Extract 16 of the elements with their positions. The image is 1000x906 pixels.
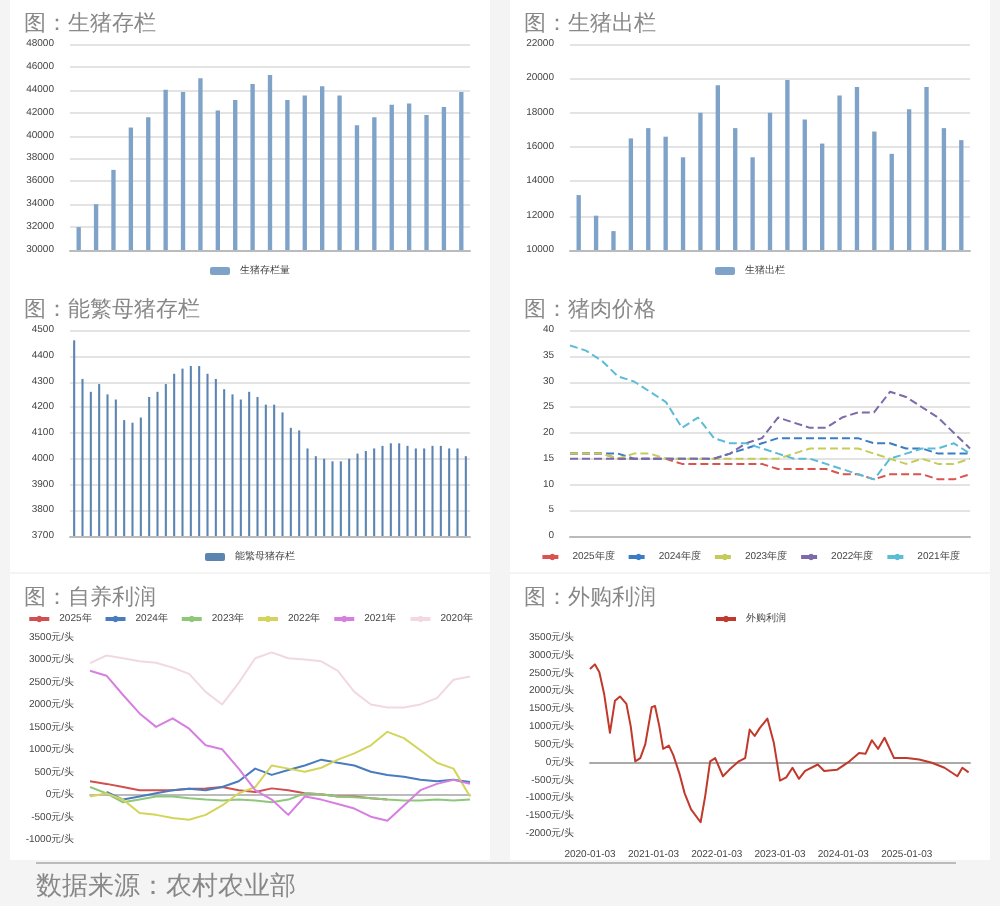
chart-title: 图：生猪存栏 [24,10,156,36]
line-series [569,344,971,481]
chart-title: 图：能繁母猪存栏 [24,296,200,322]
line-series [569,390,971,460]
line-series [589,663,970,824]
line-series [569,447,971,465]
source-note: 数据来源：农村农业部 [36,862,956,904]
chart-title: 图：生猪出栏 [524,10,656,36]
line-series [89,730,471,821]
chart-title: 图：猪肉价格 [524,296,656,322]
chart-title: 图：自养利润 [24,584,156,610]
line-series [89,651,471,709]
line-series [105,758,471,801]
line-series [89,669,471,822]
line-series [89,786,471,804]
chart-title: 图：外购利润 [524,584,656,610]
